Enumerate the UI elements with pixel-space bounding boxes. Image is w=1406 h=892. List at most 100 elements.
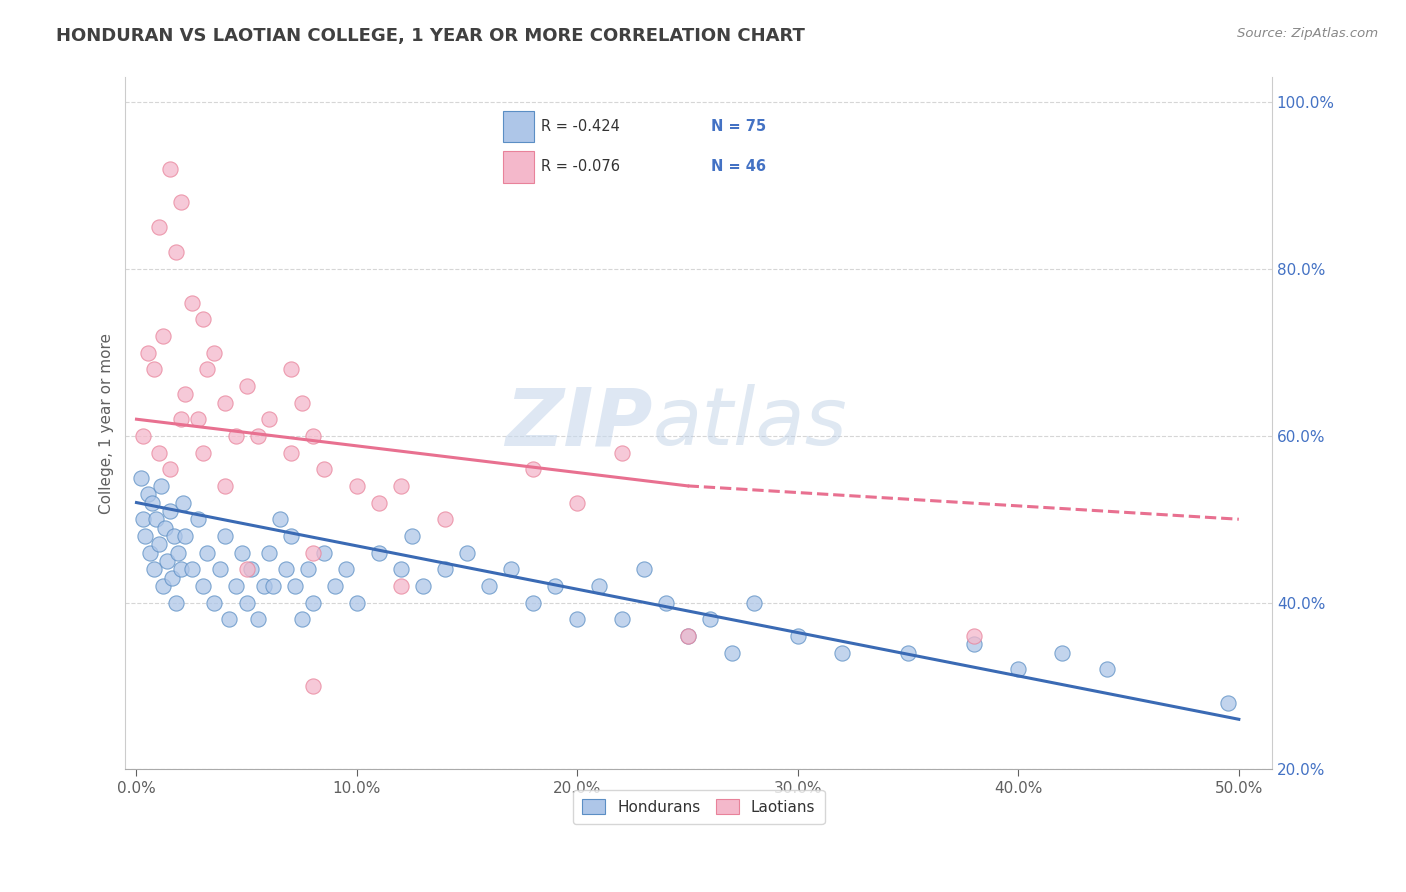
Point (368, 545, 391, 559)
Point (257, 412, 280, 426)
Point (280, 362, 302, 376)
Point (742, 596, 765, 610)
Point (132, 512, 155, 526)
Point (323, 579, 346, 593)
Point (148, 220, 170, 235)
Text: Source: ZipAtlas.com: Source: ZipAtlas.com (1237, 27, 1378, 40)
Point (1052, 646, 1074, 660)
Point (195, 545, 218, 559)
Point (1216, 696, 1239, 710)
Point (522, 462, 544, 476)
Point (522, 596, 544, 610)
Point (152, 329, 174, 343)
Point (143, 562, 166, 576)
Point (434, 512, 457, 526)
Point (434, 562, 457, 576)
Point (676, 629, 699, 643)
Point (897, 646, 920, 660)
Point (302, 545, 325, 559)
Point (214, 479, 236, 493)
Point (633, 562, 655, 576)
Point (167, 545, 190, 559)
Point (169, 412, 191, 426)
Point (312, 545, 335, 559)
Point (401, 529, 423, 543)
Point (218, 612, 240, 626)
Point (225, 429, 247, 443)
Point (676, 629, 699, 643)
Y-axis label: College, 1 year or more: College, 1 year or more (100, 333, 114, 514)
Point (1007, 662, 1029, 676)
Point (202, 596, 225, 610)
Point (478, 579, 501, 593)
Point (291, 612, 314, 626)
Point (134, 529, 156, 543)
Point (368, 495, 391, 509)
Legend: Hondurans, Laotians: Hondurans, Laotians (572, 789, 824, 824)
Point (165, 596, 187, 610)
Point (202, 345, 225, 359)
Point (235, 596, 257, 610)
Point (240, 562, 263, 576)
Point (148, 537, 170, 551)
Point (346, 479, 368, 493)
Point (963, 629, 986, 643)
Point (159, 162, 181, 177)
Point (246, 429, 269, 443)
Point (389, 579, 412, 593)
Point (280, 529, 302, 543)
Point (280, 445, 302, 459)
Point (180, 295, 202, 310)
Point (456, 545, 478, 559)
Point (720, 646, 742, 660)
Point (302, 679, 325, 693)
Point (225, 579, 247, 593)
Point (163, 529, 186, 543)
Point (567, 612, 589, 626)
Point (567, 495, 589, 509)
Point (165, 245, 187, 260)
Point (159, 462, 181, 476)
Text: atlas: atlas (652, 384, 848, 462)
Point (335, 562, 357, 576)
Point (180, 562, 202, 576)
Point (129, 470, 152, 484)
Point (187, 412, 209, 426)
Point (138, 545, 160, 559)
Point (610, 612, 633, 626)
Point (302, 596, 325, 610)
Point (191, 312, 214, 326)
Text: HONDURAN VS LAOTIAN COLLEGE, 1 YEAR OR MORE CORRELATION CHART: HONDURAN VS LAOTIAN COLLEGE, 1 YEAR OR M… (56, 27, 806, 45)
Point (302, 429, 325, 443)
Point (297, 562, 319, 576)
Point (209, 562, 232, 576)
Point (195, 362, 218, 376)
Point (544, 579, 567, 593)
Point (291, 395, 314, 409)
Point (132, 429, 155, 443)
Point (312, 462, 335, 476)
Point (346, 596, 368, 610)
Point (699, 612, 721, 626)
Point (172, 495, 194, 509)
Point (214, 529, 236, 543)
Text: ZIP: ZIP (505, 384, 652, 462)
Point (389, 562, 412, 576)
Point (257, 545, 280, 559)
Point (588, 579, 610, 593)
Point (235, 562, 257, 576)
Point (253, 579, 276, 593)
Point (174, 529, 197, 543)
Point (262, 579, 284, 593)
Point (141, 495, 163, 509)
Point (148, 445, 170, 459)
Point (136, 345, 159, 359)
Point (149, 479, 172, 493)
Point (963, 637, 986, 651)
Point (169, 562, 191, 576)
Point (152, 579, 174, 593)
Point (156, 554, 179, 568)
Point (169, 195, 191, 210)
Point (214, 395, 236, 409)
Point (174, 387, 197, 401)
